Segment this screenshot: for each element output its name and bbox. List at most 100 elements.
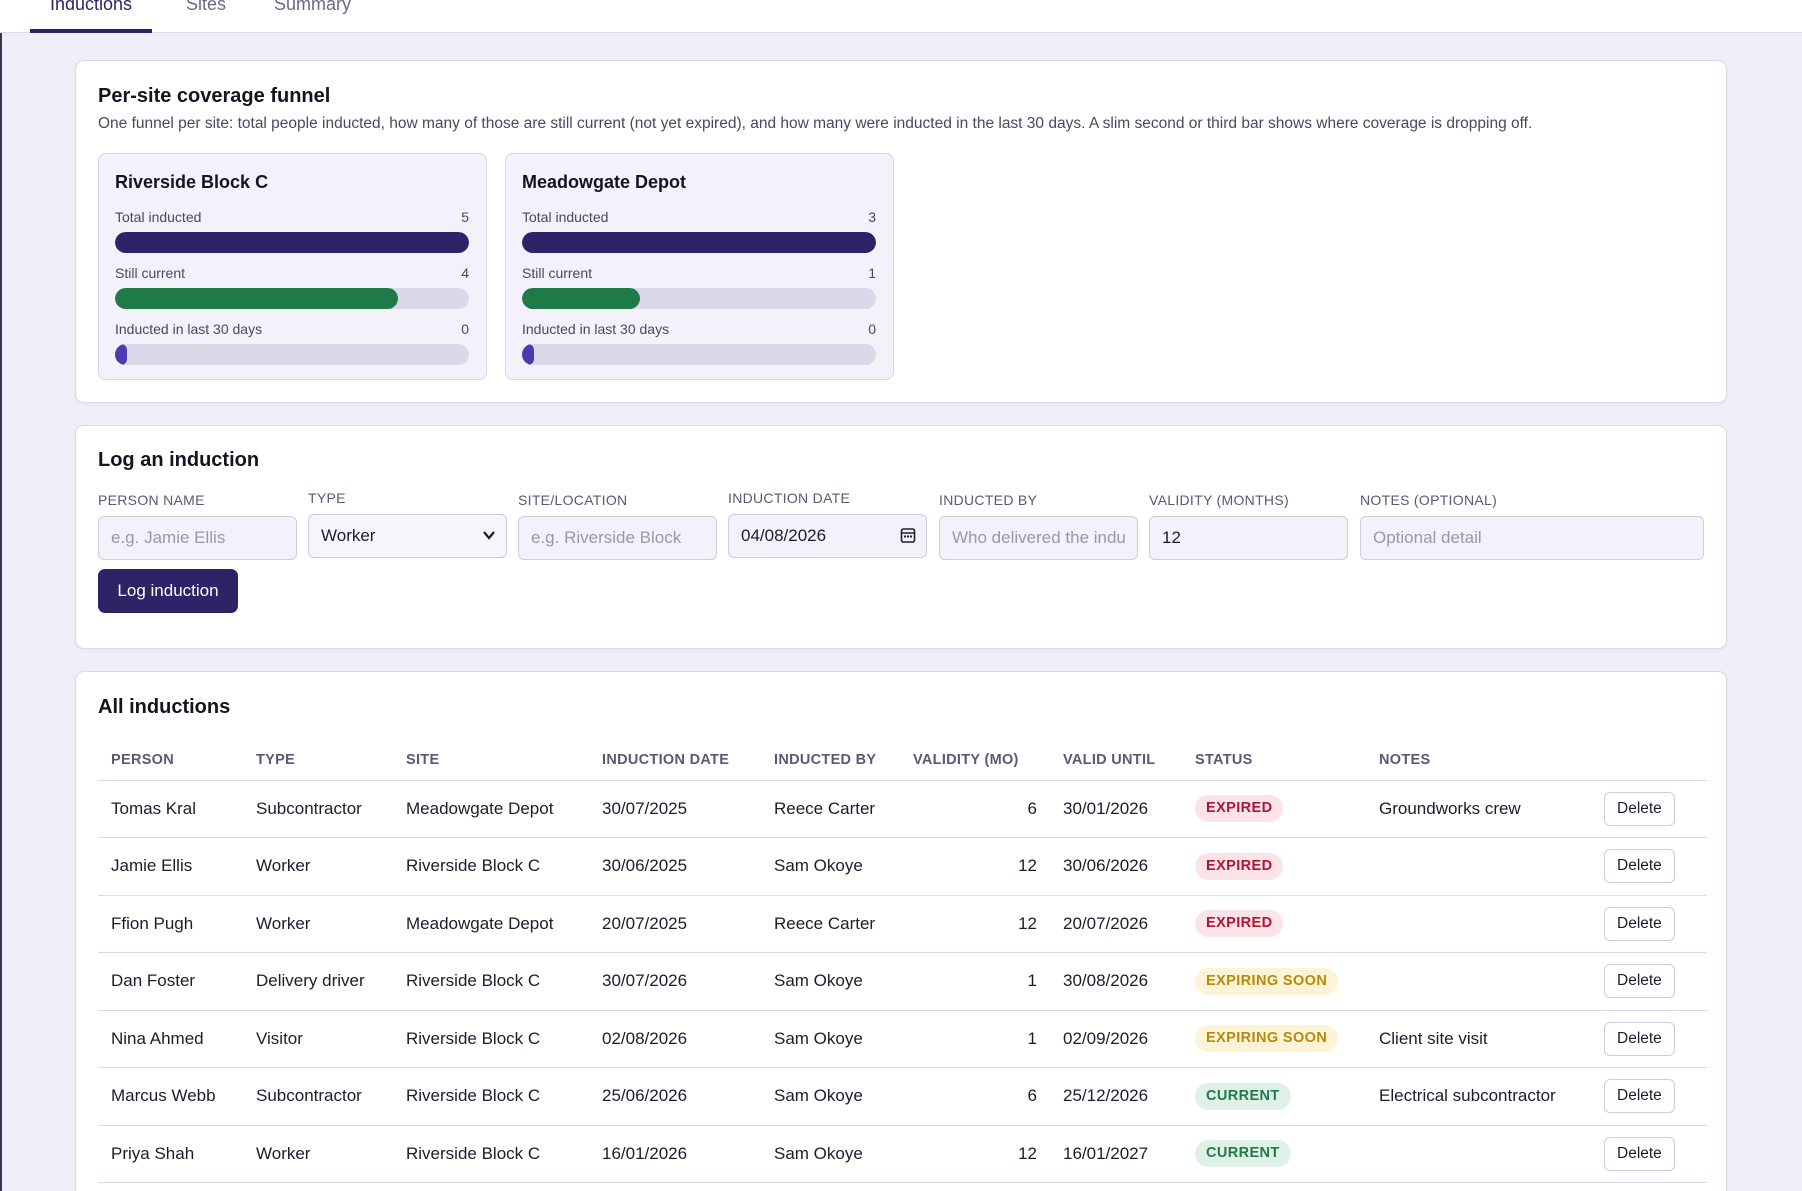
cell-site: Riverside Block C <box>393 1067 589 1126</box>
column-header-person[interactable]: PERSON <box>98 740 243 781</box>
delete-button[interactable]: Delete <box>1604 1021 1675 1056</box>
site-funnel-name: Riverside Block C <box>115 172 269 192</box>
cell-validity: 12 <box>900 1125 1050 1183</box>
metric-recent: Inducted in last 30 days 0 <box>522 321 876 365</box>
status-badge: EXPIRING SOON <box>1195 1025 1339 1053</box>
window-edge <box>0 0 2 1191</box>
metric-track <box>115 232 469 253</box>
cell-type: Worker <box>243 837 393 896</box>
type-select-value: Worker <box>321 526 376 545</box>
table-row: Marcus Webb Subcontractor Riverside Block … <box>98 1067 1707 1126</box>
table-row: Ffion Pugh Worker Meadowgate Depot 20/07/20… <box>98 895 1707 953</box>
column-header-type[interactable]: TYPE <box>243 740 393 781</box>
cell-inducted-by: Sam Okoye <box>761 952 900 1011</box>
table-row: Dan Foster Delivery driver Riverside Block… <box>98 952 1707 1011</box>
cell-actions: Delete <box>1591 837 1707 896</box>
tab-summary[interactable]: Summary <box>274 0 352 14</box>
cell-valid-until: 02/09/2026 <box>1050 1010 1182 1068</box>
column-header-notes[interactable]: NOTES <box>1366 740 1591 781</box>
chevron-down-icon <box>482 515 496 557</box>
column-header-site[interactable]: SITE <box>393 740 589 781</box>
column-header-inducted-by[interactable]: INDUCTED BY <box>761 740 900 781</box>
column-header-validity[interactable]: VALIDITY (MO) <box>900 740 1050 781</box>
tab-inductions[interactable]: Inductions <box>30 0 153 33</box>
cell-induction-date: 02/08/2026 <box>589 1010 761 1068</box>
cell-valid-until: 30/08/2026 <box>1050 952 1182 1011</box>
table-row: Tomas Kral Subcontractor Meadowgate Depot 3… <box>98 780 1707 838</box>
table-card-title: All inductions <box>98 696 231 718</box>
delete-button[interactable]: Delete <box>1604 791 1675 826</box>
metric-track <box>522 232 876 253</box>
inductions-table: PERSON TYPE SITE INDUCTION DATE INDUCTED… <box>98 740 1707 1183</box>
site-funnel-name: Meadowgate Depot <box>522 172 687 192</box>
metric-label: Total inducted <box>522 209 609 225</box>
column-header-induction-date[interactable]: INDUCTION DATE <box>589 740 761 781</box>
metric-value: 0 <box>461 321 469 337</box>
status-badge: CURRENT <box>1195 1082 1291 1110</box>
calendar-icon[interactable] <box>900 515 916 557</box>
notes-label: NOTES (OPTIONAL) <box>1360 492 1498 508</box>
cell-person: Marcus Webb <box>98 1067 243 1126</box>
log-induction-button[interactable]: Log induction <box>98 569 238 613</box>
cell-inducted-by: Reece Carter <box>761 780 900 838</box>
column-header-status[interactable]: STATUS <box>1182 740 1366 781</box>
cell-induction-date: 30/06/2025 <box>589 837 761 896</box>
cell-induction-date: 20/07/2025 <box>589 895 761 953</box>
type-select[interactable]: Worker <box>308 514 507 558</box>
cell-induction-date: 30/07/2026 <box>589 952 761 1011</box>
cell-type: Worker <box>243 895 393 953</box>
table-header-row: PERSON TYPE SITE INDUCTION DATE INDUCTED… <box>98 740 1707 781</box>
table-row: Priya Shah Worker Riverside Block C 16/01/2… <box>98 1125 1707 1183</box>
delete-button[interactable]: Delete <box>1604 1136 1675 1171</box>
cell-site: Meadowgate Depot <box>393 780 589 838</box>
delete-button[interactable]: Delete <box>1604 906 1675 941</box>
status-badge: EXPIRING SOON <box>1195 967 1339 995</box>
delete-button[interactable]: Delete <box>1604 964 1675 999</box>
metric-fill <box>522 344 534 365</box>
cell-person: Nina Ahmed <box>98 1010 243 1068</box>
cell-validity: 6 <box>900 1067 1050 1126</box>
cell-status: EXPIRING SOON <box>1182 1010 1366 1068</box>
funnel-card-description: One funnel per site: total people induct… <box>98 115 1533 132</box>
site-funnel: Riverside Block C Total inducted 5 Still… <box>98 153 487 380</box>
cell-inducted-by: Sam Okoye <box>761 1125 900 1183</box>
cell-notes <box>1366 1125 1591 1183</box>
column-header-actions <box>1591 740 1707 781</box>
cell-status: EXPIRED <box>1182 837 1366 896</box>
column-header-valid-until[interactable]: VALID UNTIL <box>1050 740 1182 781</box>
cell-notes: Electrical subcontractor <box>1366 1067 1591 1126</box>
cell-status: EXPIRED <box>1182 780 1366 838</box>
cell-notes <box>1366 895 1591 953</box>
cell-induction-date: 16/01/2026 <box>589 1125 761 1183</box>
site-location-input[interactable]: e.g. Riverside Block <box>518 516 717 560</box>
person-name-input[interactable]: e.g. Jamie Ellis <box>98 516 297 560</box>
cell-type: Delivery driver <box>243 952 393 1011</box>
cell-validity: 6 <box>900 780 1050 838</box>
log-form-title: Log an induction <box>98 449 260 471</box>
metric-value: 0 <box>868 321 876 337</box>
metric-fill <box>115 344 127 365</box>
site-funnel: Meadowgate Depot Total inducted 3 Still … <box>505 153 894 380</box>
cell-status: EXPIRING SOON <box>1182 952 1366 1011</box>
cell-validity: 12 <box>900 895 1050 953</box>
delete-button[interactable]: Delete <box>1604 849 1675 884</box>
metric-label: Inducted in last 30 days <box>115 321 263 337</box>
induction-date-input[interactable]: 04/08/2026 <box>728 514 927 558</box>
notes-input[interactable]: Optional detail <box>1360 516 1704 560</box>
tab-sites[interactable]: Sites <box>186 0 227 14</box>
cell-person: Priya Shah <box>98 1125 243 1183</box>
cell-inducted-by: Sam Okoye <box>761 837 900 896</box>
metric-still-current: Still current 4 <box>115 265 469 309</box>
all-inductions-card: All inductions PERSON TYPE SITE INDUCTIO… <box>75 671 1727 1191</box>
inducted-by-input[interactable]: Who delivered the indu <box>939 516 1138 560</box>
metric-recent: Inducted in last 30 days 0 <box>115 321 469 365</box>
cell-induction-date: 25/06/2026 <box>589 1067 761 1126</box>
tab-bar: Inductions Sites Summary <box>0 0 1802 33</box>
status-badge: EXPIRED <box>1195 910 1284 938</box>
metric-label: Total inducted <box>115 209 202 225</box>
validity-months-input[interactable]: 12 <box>1149 516 1348 560</box>
delete-button[interactable]: Delete <box>1604 1079 1675 1114</box>
cell-person: Jamie Ellis <box>98 837 243 896</box>
cell-status: CURRENT <box>1182 1125 1366 1183</box>
cell-site: Riverside Block C <box>393 837 589 896</box>
